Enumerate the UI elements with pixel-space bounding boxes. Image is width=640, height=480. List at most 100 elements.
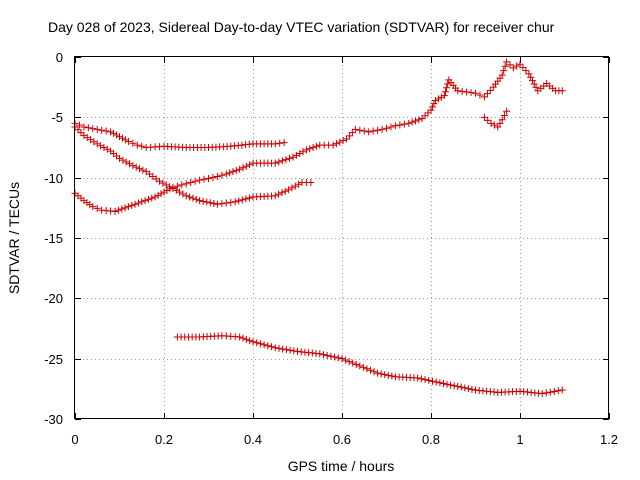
- x-axis-label: GPS time / hours: [288, 458, 395, 474]
- data-point: [84, 124, 92, 132]
- data-point: [387, 123, 395, 131]
- data-point: [200, 175, 208, 183]
- data-point: [480, 93, 488, 101]
- data-point: [256, 340, 264, 348]
- data-point: [268, 343, 276, 351]
- data-point: [464, 385, 472, 393]
- data-point: [296, 150, 304, 158]
- data-point: [131, 200, 139, 208]
- data-point: [138, 198, 146, 206]
- data-point: [415, 116, 423, 124]
- data-point: [166, 185, 174, 193]
- data-point: [532, 83, 540, 91]
- data-point: [124, 137, 132, 145]
- data-point: [118, 134, 126, 142]
- data-point: [93, 204, 101, 212]
- data-point: [503, 58, 511, 66]
- data-point: [414, 374, 422, 382]
- data-point: [162, 181, 170, 189]
- x-tick-label: 0.4: [244, 432, 262, 447]
- data-point: [425, 376, 433, 384]
- data-point: [222, 170, 230, 178]
- data-point: [289, 153, 297, 161]
- data-point: [454, 87, 462, 95]
- data-point: [290, 347, 298, 355]
- data-point: [342, 135, 350, 143]
- data-point: [359, 363, 367, 371]
- series-arc-3: [71, 58, 566, 215]
- data-point: [210, 199, 218, 207]
- data-point: [457, 383, 465, 391]
- y-tick-label: -15: [44, 231, 63, 246]
- data-point: [205, 174, 212, 182]
- data-point: [159, 179, 167, 187]
- data-point: [206, 199, 214, 207]
- data-point: [151, 193, 159, 201]
- data-point: [292, 151, 300, 159]
- grid: [75, 57, 609, 419]
- data-point: [299, 148, 307, 156]
- data-point: [319, 351, 327, 359]
- data-point: [134, 199, 142, 207]
- data-point: [323, 351, 331, 359]
- y-axis-label: SDTVAR / TECUs: [6, 182, 22, 294]
- data-point: [356, 362, 364, 370]
- data-point: [271, 192, 279, 200]
- y-tick-label: -30: [44, 412, 63, 427]
- data-series: [71, 58, 566, 398]
- data-point: [232, 166, 240, 174]
- data-point: [182, 192, 190, 200]
- data-point: [189, 194, 197, 202]
- data-point: [363, 365, 371, 373]
- data-point: [500, 112, 508, 120]
- data-point: [558, 87, 566, 95]
- data-point: [538, 390, 546, 398]
- data-point: [506, 61, 514, 69]
- data-point: [260, 341, 268, 349]
- data-point: [332, 140, 340, 148]
- data-point: [522, 67, 530, 75]
- data-point: [498, 71, 506, 79]
- data-point: [285, 154, 293, 162]
- data-point: [176, 188, 184, 196]
- data-point: [196, 176, 204, 184]
- data-point: [285, 186, 293, 194]
- data-point: [342, 356, 350, 364]
- data-point: [239, 164, 247, 172]
- data-point: [509, 64, 517, 72]
- data-point: [89, 203, 97, 211]
- data-point: [129, 139, 137, 147]
- x-tick-label: 0.8: [422, 432, 440, 447]
- data-point: [356, 126, 364, 134]
- data-point: [236, 165, 244, 173]
- data-point: [550, 387, 558, 395]
- data-point: [121, 204, 129, 212]
- data-point: [306, 145, 314, 153]
- data-point: [229, 168, 237, 176]
- data-point: [391, 122, 399, 130]
- data-point: [138, 142, 146, 150]
- data-point: [144, 195, 152, 203]
- data-point: [291, 182, 299, 190]
- data-point: [160, 188, 168, 196]
- data-point: [309, 144, 317, 151]
- data-point: [148, 194, 156, 202]
- data-point: [338, 355, 346, 363]
- data-point: [345, 132, 353, 140]
- data-point: [119, 156, 127, 164]
- data-point: [530, 80, 538, 88]
- data-point: [218, 171, 226, 179]
- data-point: [439, 380, 447, 388]
- data-point: [345, 358, 353, 366]
- data-point: [378, 125, 386, 133]
- data-point: [498, 116, 506, 124]
- data-point: [128, 201, 136, 209]
- data-point: [242, 195, 250, 203]
- data-point: [440, 92, 448, 100]
- data-point: [276, 139, 284, 147]
- data-point: [513, 62, 521, 70]
- data-point: [331, 353, 339, 361]
- data-point: [483, 90, 491, 98]
- data-point: [111, 207, 119, 215]
- data-point: [421, 376, 429, 384]
